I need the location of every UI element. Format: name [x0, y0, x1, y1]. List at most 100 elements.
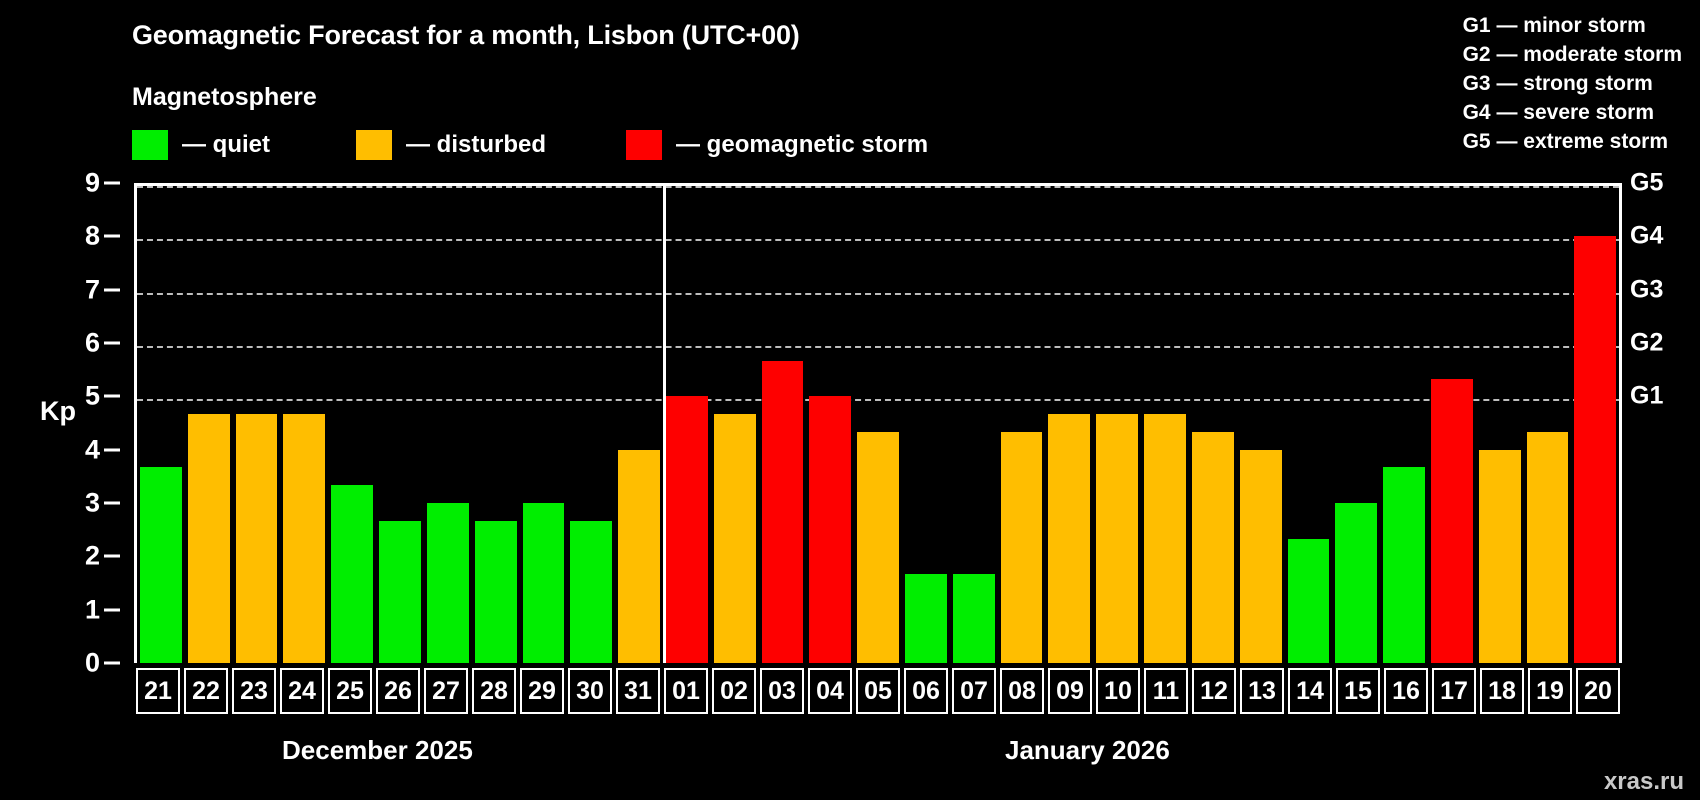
bar-cell [1571, 186, 1619, 663]
bar-11 [1144, 413, 1186, 663]
plot-area [134, 183, 1622, 663]
y-tick-label-2: 2 [84, 540, 100, 571]
bar-16 [1383, 467, 1425, 663]
y-tick-mark-3 [104, 501, 120, 505]
bar-22 [187, 413, 230, 663]
bar-06 [905, 573, 947, 663]
bar-cell [1285, 186, 1333, 663]
date-label-21: 21 [136, 668, 180, 714]
gridline-kp-7 [137, 292, 1619, 295]
bar-15 [1335, 503, 1378, 663]
gridline-kp-6 [137, 346, 1619, 348]
bar-04 [809, 396, 852, 663]
legend-item-quiet: — quiet [132, 130, 270, 160]
date-label-24: 24 [280, 668, 324, 714]
date-label-08: 08 [1000, 668, 1044, 714]
bar-cell [663, 186, 711, 663]
g-key-line-5: G5 — extreme storm [1462, 129, 1669, 153]
y-tick-mark-5 [104, 394, 120, 398]
date-label-12: 12 [1192, 668, 1236, 714]
bar-13 [1239, 449, 1282, 663]
bar-cell [280, 186, 328, 663]
bar-25 [331, 485, 374, 663]
bar-01 [665, 396, 708, 663]
bar-cell [1237, 186, 1285, 663]
bar-cell [567, 186, 615, 663]
y-tick-label-9: 9 [84, 167, 100, 198]
gridline-kp-9 [137, 186, 1619, 188]
bar-cell [376, 186, 424, 663]
bar-cell [1332, 186, 1380, 663]
g-key-line-4: G4 — severe storm [1462, 100, 1655, 124]
gridline-kp-8 [137, 239, 1619, 242]
g-scale-key: G1 — minor storm G2 — moderate storm G3 — … [1463, 12, 1682, 157]
bar-cell [1189, 186, 1237, 663]
legend-item-disturbed: — disturbed [356, 130, 546, 160]
y-tick-label-7: 7 [84, 274, 100, 305]
page-title: Geomagnetic Forecast for a month, Lisbon… [132, 20, 800, 50]
bar-cell [806, 186, 854, 663]
g-key-line-3: G3 — strong storm [1462, 71, 1653, 95]
date-label-10: 10 [1096, 668, 1140, 714]
bar-12 [1191, 432, 1234, 663]
legend-label: — quiet [182, 131, 270, 158]
magnetosphere-label: Magnetosphere [132, 83, 317, 111]
date-label-05: 05 [856, 668, 900, 714]
bar-24 [283, 413, 326, 663]
bar-17 [1430, 378, 1473, 663]
bar-02 [713, 413, 756, 663]
bar-cell [1141, 186, 1189, 663]
bar-10 [1096, 413, 1139, 663]
date-label-20: 20 [1576, 668, 1620, 714]
legend-item-geomagnetic-storm: — geomagnetic storm [626, 130, 928, 160]
date-label-15: 15 [1336, 668, 1380, 714]
watermark: xras.ru [1603, 768, 1684, 795]
bar-cell [1380, 186, 1428, 663]
date-label-14: 14 [1288, 668, 1332, 714]
month-divider [662, 186, 666, 663]
bar-03 [761, 360, 804, 663]
bar-cell [1045, 186, 1093, 663]
bar-cell [759, 186, 807, 663]
bar-cell [998, 186, 1046, 663]
bar-20 [1574, 236, 1617, 663]
y-tick-label-3: 3 [84, 487, 100, 518]
bar-cell [711, 186, 759, 663]
y-tick-mark-4 [104, 448, 120, 452]
date-label-04: 04 [808, 668, 852, 714]
date-label-16: 16 [1384, 668, 1428, 714]
bar-cell [854, 186, 902, 663]
bar-series [137, 186, 1619, 663]
date-label-01: 01 [664, 668, 708, 714]
bar-27 [426, 503, 469, 663]
bar-31 [618, 449, 660, 663]
date-label-06: 06 [904, 668, 948, 714]
legend-label: — disturbed [406, 131, 547, 158]
bar-09 [1048, 413, 1091, 663]
date-label-18: 18 [1480, 668, 1524, 714]
y-axis: 9 8 7 6 5 4 3 2 1 0 [0, 168, 134, 678]
bar-08 [1000, 432, 1043, 663]
date-label-27: 27 [424, 668, 468, 714]
legend: — quiet — disturbed — geomagnetic storm [132, 130, 928, 160]
month-label-january: January 2026 [1005, 735, 1170, 765]
bar-cell [233, 186, 281, 663]
bar-cell [472, 186, 520, 663]
date-label-07: 07 [952, 668, 996, 714]
legend-label: — geomagnetic storm [676, 131, 929, 158]
g-scale-axis: G5 G4 G3 G2 G1 [1622, 169, 1700, 663]
y-axis-title: Kp [40, 396, 76, 426]
date-label-25: 25 [328, 668, 372, 714]
bar-cell [1476, 186, 1524, 663]
date-label-17: 17 [1432, 668, 1476, 714]
bar-29 [522, 503, 565, 663]
date-label-13: 13 [1240, 668, 1284, 714]
date-label-29: 29 [520, 668, 564, 714]
bar-05 [857, 432, 899, 663]
g-axis-tick-G2: G2 [1630, 328, 1664, 357]
y-tick-mark-1 [104, 608, 120, 612]
y-tick-label-6: 6 [84, 327, 100, 358]
date-label-22: 22 [184, 668, 228, 714]
y-tick-mark-7 [104, 288, 120, 292]
y-tick-mark-8 [104, 234, 120, 238]
